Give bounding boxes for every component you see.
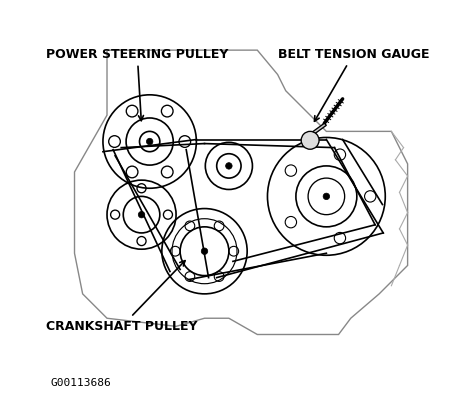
Polygon shape [302,123,327,142]
Text: G00113686: G00113686 [50,378,111,388]
Circle shape [138,211,145,218]
Circle shape [201,248,208,254]
Circle shape [226,163,232,169]
Text: POWER STEERING PULLEY: POWER STEERING PULLEY [46,48,228,121]
Circle shape [146,138,153,145]
Text: CRANKSHAFT PULLEY: CRANKSHAFT PULLEY [46,261,198,333]
Circle shape [301,131,319,149]
Circle shape [323,193,329,200]
Text: BELT TENSION GAUGE: BELT TENSION GAUGE [278,48,429,121]
